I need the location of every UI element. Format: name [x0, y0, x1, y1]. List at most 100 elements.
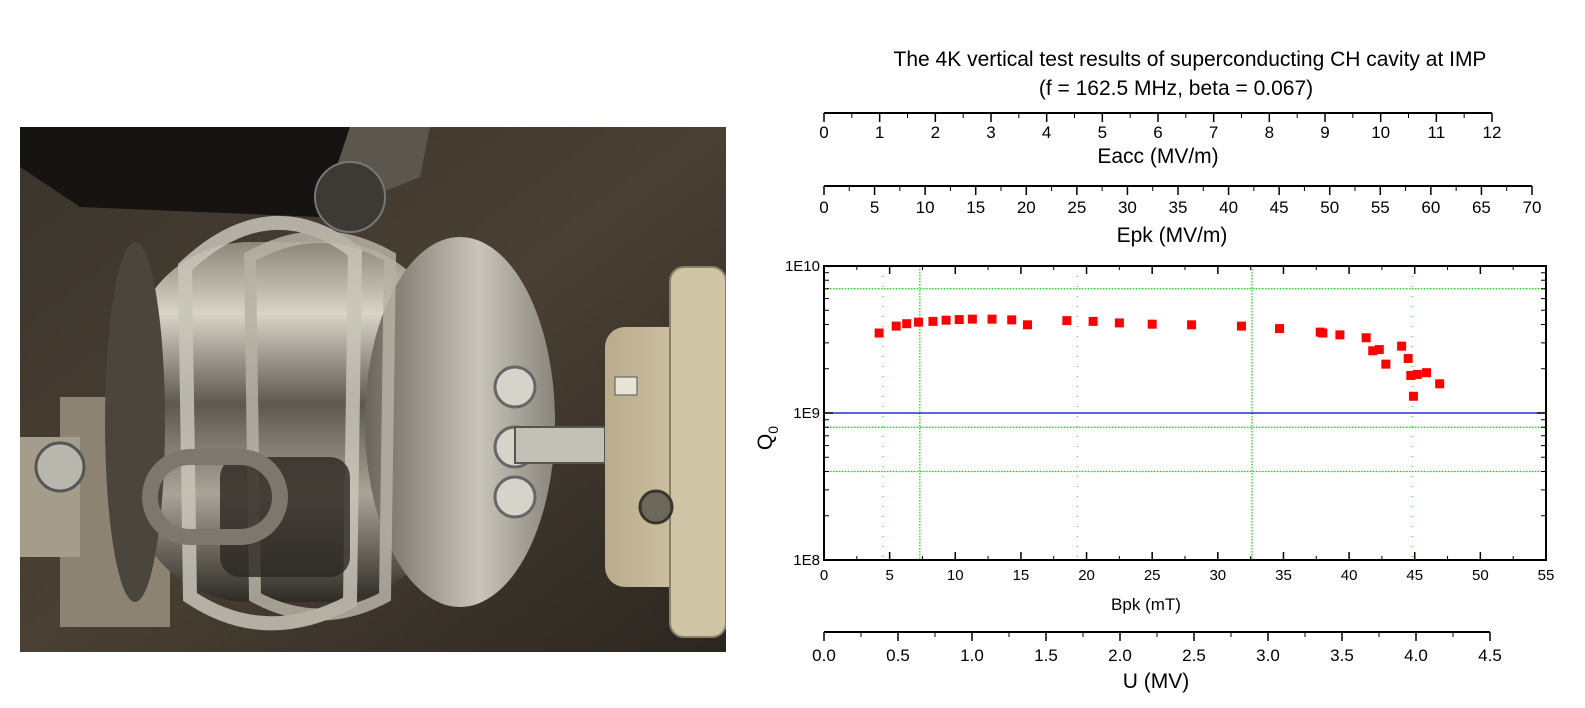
x-tick-label: 30	[1209, 567, 1226, 584]
axis-tick-label: 7	[1209, 123, 1218, 142]
data-point	[1187, 320, 1197, 330]
axis-tick-label: 12	[1483, 123, 1502, 142]
data-point	[1381, 359, 1391, 369]
axis-tick-label: 5	[1098, 123, 1107, 142]
axis-tick-label: 2	[931, 123, 940, 142]
axis-tick-label: 35	[1169, 198, 1188, 217]
axis-tick-label: 9	[1320, 123, 1329, 142]
cavity-photo	[20, 127, 726, 652]
data-point	[1435, 379, 1445, 389]
data-point	[1335, 330, 1345, 340]
x-tick-label: 0	[820, 567, 828, 584]
data-point	[902, 319, 912, 329]
axis-tick-label: 0.0	[812, 646, 836, 665]
plot-area: 0 5 10 15 20 25 30 35 40 45 50 55 1E8 1E9 1E10 Bpk (m…	[754, 258, 1554, 614]
axis-tick-label: 50	[1320, 198, 1339, 217]
x-tick-label: 10	[947, 567, 964, 584]
axis-tick-label: 70	[1523, 198, 1542, 217]
axis-tick-label: 65	[1472, 198, 1491, 217]
x-tick-label: 45	[1406, 567, 1423, 584]
axis-tick-label: 20	[1017, 198, 1036, 217]
axis-tick-label: 60	[1421, 198, 1440, 217]
data-point	[941, 315, 951, 325]
axis-tick-label: 3.0	[1256, 646, 1280, 665]
axis-tick-label: 10	[916, 198, 935, 217]
data-points	[874, 314, 1445, 401]
y-axis-label-sub: 0	[765, 426, 781, 434]
data-point	[1374, 345, 1384, 355]
data-point	[874, 328, 884, 338]
data-point	[1408, 391, 1418, 401]
axis-tick-label: 3	[986, 123, 995, 142]
x-tick-label: 40	[1341, 567, 1358, 584]
eacc-axis-label: Eacc (MV/m)	[1097, 145, 1218, 168]
axis-tick-label: 2.0	[1108, 646, 1132, 665]
axis-tick-label: 0	[819, 123, 828, 142]
x-tick-label: 15	[1013, 567, 1030, 584]
data-point	[1406, 370, 1416, 380]
data-point	[1368, 346, 1378, 356]
axis-tick-label: 4	[1042, 123, 1051, 142]
axis-tick-label: 5	[870, 198, 879, 217]
data-point	[1236, 321, 1246, 331]
data-point	[1147, 319, 1157, 329]
data-point	[1114, 318, 1124, 328]
axis-tick-label: 0	[819, 198, 828, 217]
y-tick-label: 1E10	[785, 258, 820, 275]
y-axis-label-main: Q	[754, 434, 777, 450]
axis-tick-label: 4.5	[1478, 646, 1502, 665]
data-point	[1397, 341, 1407, 351]
epk-axis: 0 5 10 15 20 25 30 35 40 45 50 55 60 65 70 Epk (MV/m)	[819, 185, 1542, 247]
data-point	[928, 316, 938, 326]
y-axis-label: Q0	[754, 426, 781, 450]
u-axis-label: U (MV)	[1123, 670, 1190, 693]
x-tick-label: 55	[1538, 567, 1555, 584]
axis-tick-label: 3.5	[1330, 646, 1354, 665]
data-point	[1275, 324, 1285, 334]
data-point	[1022, 320, 1032, 330]
axis-tick-label: 2.5	[1182, 646, 1206, 665]
eacc-axis: 0 1 2 3 4 5 6 7 8 9 10 11 12 Eacc (MV/m)	[819, 112, 1502, 168]
data-point	[1422, 368, 1432, 378]
chart-title: The 4K vertical test results of supercon…	[894, 48, 1487, 71]
u-axis: 0.0 0.5 1.0 1.5 2.0 2.5 3.0 3.5 4.0 4.5 U (MV)	[812, 631, 1502, 693]
axis-tick-label: 8	[1265, 123, 1274, 142]
y-tick-label: 1E9	[793, 405, 820, 422]
epk-axis-label: Epk (MV/m)	[1117, 224, 1228, 247]
x-tick-label: 50	[1472, 567, 1489, 584]
data-point	[954, 315, 964, 325]
axis-tick-label: 4.0	[1404, 646, 1428, 665]
data-point	[1007, 315, 1017, 325]
axis-tick-label: 55	[1371, 198, 1390, 217]
data-point	[1088, 316, 1098, 326]
x-tick-label: 5	[885, 567, 893, 584]
data-point	[914, 317, 924, 327]
chart-subtitle: (f = 162.5 MHz, beta = 0.067)	[1039, 77, 1313, 100]
axis-tick-label: 40	[1219, 198, 1238, 217]
axis-tick-label: 6	[1153, 123, 1162, 142]
data-point	[1403, 353, 1413, 363]
axis-tick-label: 11	[1428, 123, 1446, 142]
x-tick-label: 35	[1275, 567, 1292, 584]
x-axis-label: Bpk (mT)	[1111, 595, 1181, 614]
axis-tick-label: 10	[1371, 123, 1390, 142]
x-tick-label: 20	[1078, 567, 1095, 584]
x-tick-label: 25	[1144, 567, 1161, 584]
axis-tick-label: 1.0	[960, 646, 984, 665]
axis-tick-label: 1.5	[1034, 646, 1058, 665]
data-point	[1062, 316, 1072, 326]
axis-tick-label: 30	[1118, 198, 1137, 217]
axis-tick-label: 25	[1067, 198, 1086, 217]
y-tick-label: 1E8	[793, 552, 820, 569]
data-point	[987, 314, 997, 324]
data-point	[891, 321, 901, 331]
axis-tick-label: 0.5	[886, 646, 910, 665]
data-point	[1318, 328, 1328, 338]
data-point	[967, 314, 977, 324]
data-point	[1412, 369, 1422, 379]
axis-tick-label: 1	[875, 123, 884, 142]
axis-tick-label: 15	[966, 198, 985, 217]
data-point	[1361, 333, 1371, 343]
axis-tick-label: 45	[1270, 198, 1289, 217]
